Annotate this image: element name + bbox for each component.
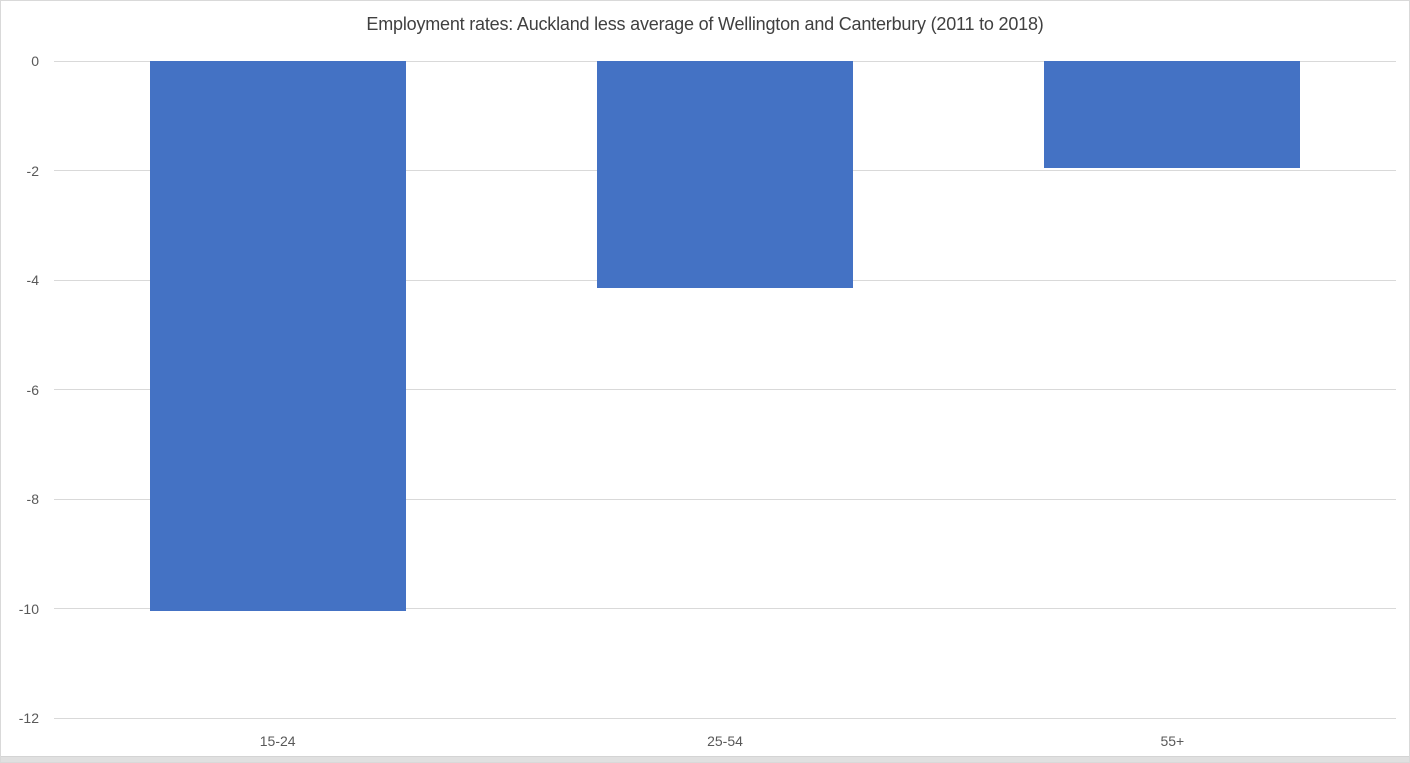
gridline [54, 717, 1396, 719]
bar-15-24 [149, 61, 406, 612]
bottom-gray-strip [1, 756, 1409, 762]
y-tick-label: -6 [26, 381, 39, 398]
y-tick-label: -4 [26, 272, 39, 288]
gridline [54, 608, 1396, 609]
bar-25-54 [597, 61, 853, 289]
x-category-label: 15-24 [259, 733, 296, 749]
x-category-label: 25-54 [707, 733, 743, 749]
gridline [54, 498, 1396, 500]
y-tick-label: -10 [18, 600, 39, 617]
y-tick-label: -12 [18, 710, 39, 726]
chart-title: Employment rates: Auckland less average … [366, 14, 1044, 34]
y-tick-label: -8 [26, 491, 39, 507]
y-tick-label: 0 [31, 53, 39, 69]
bar-55+ [1044, 61, 1301, 168]
y-tick-label: -2 [26, 162, 39, 179]
x-category-label: 55+ [1160, 733, 1185, 749]
gridline [54, 389, 1396, 390]
